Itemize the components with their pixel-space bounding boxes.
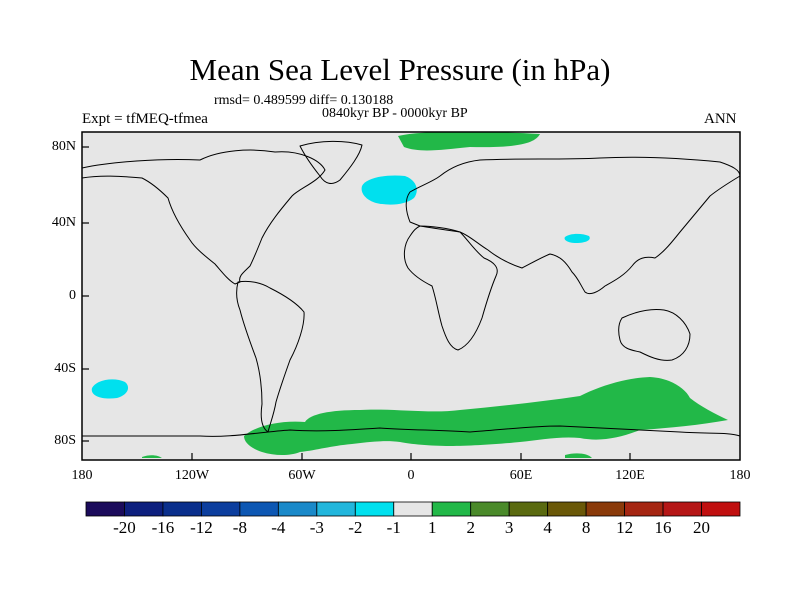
north-atlantic-negative-region (361, 175, 417, 205)
colorbar-box (239, 501, 279, 517)
colorbar-box (162, 501, 202, 517)
colorbar-box (470, 501, 510, 517)
colorbar-label: 20 (693, 518, 711, 537)
x-tick-label-120e: 120E (615, 468, 645, 483)
colorbar-box (354, 501, 395, 517)
greenland-coastline (299, 140, 363, 184)
south-pacific-negative-region (91, 379, 129, 399)
colorbar-label: 16 (654, 518, 672, 537)
colorbar-label: -1 (386, 518, 401, 537)
antarctic-positive-region (244, 377, 728, 455)
time-period: 0840kyr BP - 0000kyr BP (322, 106, 468, 121)
colorbar (85, 501, 741, 517)
colorbar-box (624, 501, 664, 517)
antarctic-green-patch-1 (142, 455, 162, 458)
colorbar-box (701, 501, 741, 517)
y-tick-label-0: 0 (69, 288, 76, 303)
australia-coastline (618, 309, 691, 361)
colorbar-label: 8 (581, 518, 591, 537)
colorbar-label: -2 (348, 518, 363, 537)
colorbar-label: 4 (543, 518, 552, 537)
y-tick-label-80n: 80N (51, 139, 76, 154)
colorbar-box (547, 501, 587, 517)
antarctica-coastline (82, 425, 741, 437)
positive-anomaly-regions (142, 131, 728, 458)
x-tick-label-180w: 180 (71, 468, 93, 483)
colorbar-box (508, 501, 549, 517)
x-tick-label-0: 0 (407, 468, 415, 483)
experiment-label: Expt = tfMEQ-tfmea (82, 111, 208, 127)
colorbar-box (277, 501, 318, 517)
colorbar-box (431, 501, 472, 517)
colorbar-label: -20 (113, 518, 136, 537)
y-tick-label-80s: 80S (54, 433, 76, 448)
x-tick-label-120w: 120W (174, 468, 210, 483)
colorbar-box (124, 501, 164, 517)
colorbar-label: -8 (232, 518, 247, 537)
colorbar-label: 3 (504, 518, 514, 537)
colorbar-box (201, 501, 241, 517)
south-america-coastline (236, 280, 305, 433)
x-tick-label-60e: 60E (509, 468, 533, 483)
coastlines (81, 140, 741, 437)
x-tick-label-180e: 180 (729, 468, 751, 483)
colorbar-label: 1 (427, 518, 437, 537)
y-tick-label-40s: 40S (54, 361, 76, 376)
antarctic-green-patch-2 (565, 453, 592, 458)
colorbar-box (316, 501, 356, 517)
colorbar-label: -16 (151, 518, 175, 537)
colorbar-label: -3 (309, 518, 324, 537)
colorbar-label: -12 (190, 518, 213, 537)
colorbar-label: 2 (466, 518, 475, 537)
x-tick-label-60w: 60W (288, 468, 316, 483)
europe-asia-coastline (405, 156, 741, 295)
africa-coastline (403, 225, 498, 351)
arctic-positive-region (398, 131, 540, 151)
axis-ticks (82, 146, 631, 460)
colorbar-label: 12 (616, 518, 634, 537)
colorbar-box (393, 501, 433, 517)
colorbar-box (662, 501, 702, 517)
rmsd-diff-stats: rmsd= 0.489599 diff= 0.130188 (214, 93, 394, 108)
colorbar-box (585, 501, 625, 517)
season-label: ANN (704, 111, 737, 127)
y-tick-label-40n: 40N (51, 215, 76, 230)
colorbar-box (85, 501, 125, 517)
page-title: Mean Sea Level Pressure (in hPa) (189, 52, 611, 87)
colorbar-label: -4 (271, 518, 286, 537)
central-asia-negative-region (564, 233, 590, 243)
north-america-coastline (81, 149, 326, 285)
negative-anomaly-regions (91, 175, 590, 399)
